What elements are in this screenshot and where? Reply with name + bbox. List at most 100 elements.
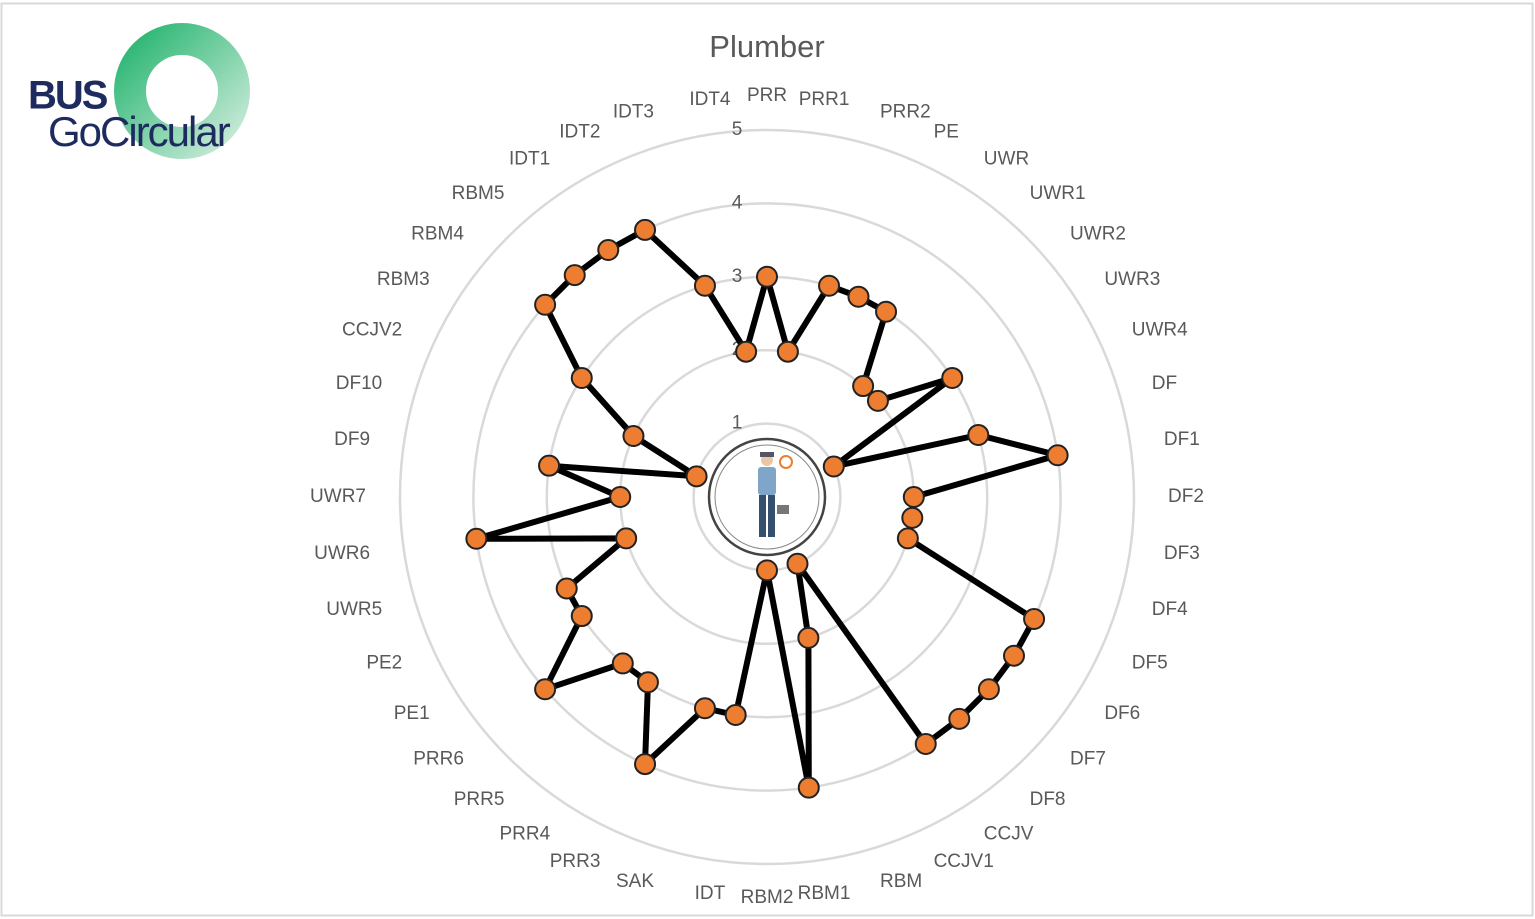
category-label: UWR6 [314,543,370,564]
category-label: CCJV [984,823,1034,844]
marker [818,274,841,297]
category-label: UWR7 [310,486,366,507]
category-label: UWR5 [326,599,382,620]
marker [786,552,809,575]
category-label: PRR4 [500,823,551,844]
marker [902,486,925,508]
grid-line [398,128,1136,866]
marker [534,678,557,701]
marker [914,732,937,755]
marker [622,425,645,448]
category-label: RBM3 [377,269,430,290]
category-label: DF9 [334,429,370,450]
chart-title: Plumber [709,29,824,64]
grid-line [472,202,1062,792]
category-label: PE2 [366,653,402,674]
marker [611,652,634,675]
marker [1023,607,1046,630]
marker [735,340,758,363]
marker [570,366,593,389]
category-label: PRR [747,85,787,106]
marker [685,465,708,488]
marker [465,527,488,550]
marker [847,285,870,308]
marker [756,559,778,582]
marker [555,577,578,600]
marker [570,605,593,628]
marker [693,697,716,720]
marker [534,293,557,316]
plot [465,218,1069,799]
category-label: SAK [616,871,654,892]
y-tick-label: 5 [732,119,743,140]
icon-toolbox [777,505,789,514]
marker [609,486,632,508]
marker [538,454,561,477]
category-label: DF [1152,373,1177,394]
category-label: RBM1 [798,883,851,904]
y-tick-label: 1 [732,413,743,434]
category-label: IDT4 [689,89,731,110]
marker [901,506,924,529]
category-label: DF8 [1030,789,1066,810]
marker [967,423,990,446]
marker [852,375,875,398]
center-icon [707,437,827,557]
category-label: DF7 [1070,749,1106,770]
category-label: DF1 [1164,429,1200,450]
y-tick-label: 3 [732,266,743,287]
marker [634,218,657,241]
icon-cap [760,452,774,457]
marker [756,265,778,288]
icon-ring [707,437,827,557]
marker [1046,444,1069,467]
icon-body [758,467,776,495]
icon-leg [759,495,766,537]
marker [875,300,898,323]
category-label: UWR2 [1070,223,1126,244]
icon-leg [768,495,775,537]
category-label: IDT1 [509,149,550,170]
marker [941,366,964,389]
logo-text: BUS [28,74,108,118]
category-label: UWR [984,149,1029,170]
category-label: IDT3 [613,101,654,122]
logo-ring [114,23,250,159]
category-label: RBM4 [411,223,464,244]
category-label: CCJV2 [342,319,402,340]
category-label: DF6 [1104,703,1140,724]
category-label: RBM [880,871,922,892]
marker [822,455,845,478]
icon-badge [779,455,793,469]
marker [634,753,657,776]
marker [563,264,586,287]
category-label: DF10 [336,373,382,394]
y-tick-label: 4 [732,192,743,213]
category-label: UWR4 [1132,319,1188,340]
marker [797,626,820,649]
marker [977,678,1000,701]
marker [797,776,820,799]
category-label: IDT2 [559,121,600,142]
category-label: PE1 [394,703,430,724]
category-label: CCJV1 [934,851,994,872]
marker [615,527,638,550]
marker [597,239,620,262]
category-label: DF4 [1152,599,1188,620]
category-label: DF5 [1132,653,1168,674]
category-label: PRR2 [880,101,931,122]
category-label: IDT [695,883,726,904]
marker [776,340,799,363]
category-label: DF2 [1168,486,1204,507]
category-label: PRR3 [550,851,601,872]
category-label: PRR5 [454,789,505,810]
category-label: RBM2 [741,887,794,908]
icon-ring [714,444,820,550]
marker [724,703,747,726]
marker [1002,644,1025,667]
logo-text: GoCircular [48,108,231,155]
category-label: RBM5 [452,183,505,204]
marker [693,274,716,297]
